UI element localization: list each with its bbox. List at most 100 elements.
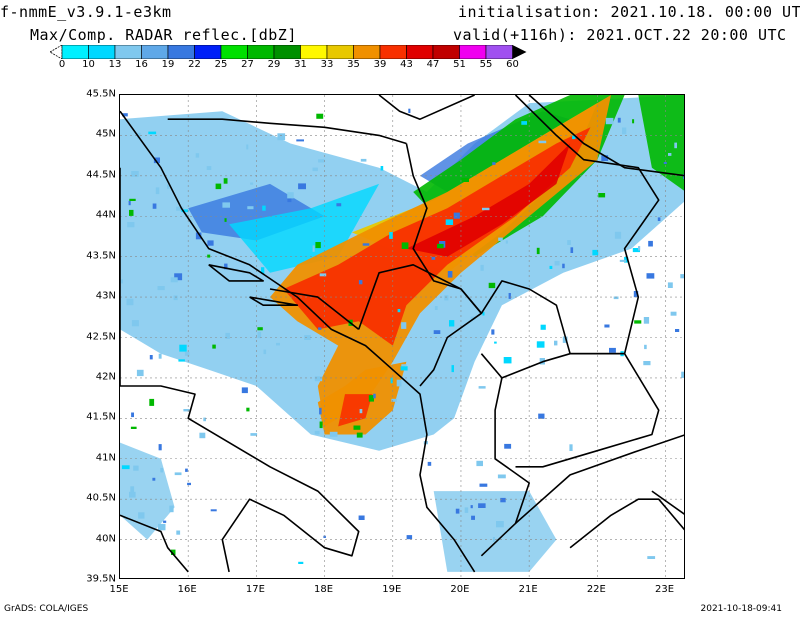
- radar-echo-cell: [176, 530, 181, 535]
- radar-echo-cell: [247, 206, 254, 210]
- radar-echo-cell: [167, 184, 170, 189]
- radar-echo-cell: [257, 331, 262, 339]
- radar-echo-cell: [149, 398, 155, 406]
- colorbar-swatch: [247, 45, 275, 59]
- radar-echo-area: [406, 143, 571, 257]
- radar-echo-cell: [183, 409, 190, 412]
- radar-echo-cell: [187, 482, 191, 486]
- radar-echo-cell: [647, 556, 656, 559]
- radar-echo-cell: [634, 320, 642, 324]
- colorbar-tick-label: 13: [108, 59, 122, 70]
- latitude-label: 45N: [95, 128, 116, 140]
- radar-echo-cell: [554, 340, 558, 346]
- radar-echo-cell: [131, 320, 139, 327]
- radar-echo-cell: [668, 153, 672, 156]
- radar-echo-cell: [646, 273, 655, 279]
- radar-echo-cell: [503, 357, 512, 364]
- radar-echo-cell: [185, 468, 188, 472]
- radar-echo-cell: [319, 421, 323, 429]
- boundary-line: [120, 110, 476, 573]
- radar-echo-cell: [122, 113, 128, 117]
- radar-echo-cell: [319, 273, 327, 277]
- radar-echo-cell: [461, 178, 469, 182]
- radar-echo-cell: [455, 508, 460, 514]
- radar-echo-cell: [657, 217, 661, 221]
- boundary-line: [208, 264, 264, 282]
- radar-echo-cell: [681, 371, 684, 378]
- radar-echo-cell: [633, 291, 639, 298]
- boundary-line: [569, 498, 684, 549]
- radar-echo-cell: [644, 344, 647, 350]
- colorbar-tick-label: 60: [506, 59, 519, 70]
- radar-echo-cell: [207, 240, 214, 246]
- colorbar-high-arrow: [512, 45, 527, 59]
- radar-echo-cell: [619, 259, 626, 262]
- colorbar-swatch: [114, 45, 142, 59]
- radar-echo-cell: [184, 351, 190, 356]
- radar-echo-cell: [127, 222, 135, 228]
- radar-echo-cell: [447, 271, 453, 278]
- radar-echo-cell: [153, 157, 160, 164]
- radar-echo-cell: [504, 443, 512, 449]
- boundary-line: [480, 377, 530, 557]
- radar-echo-cell: [683, 174, 684, 180]
- radar-echo-cell: [263, 349, 267, 355]
- radar-echo-cell: [296, 139, 304, 142]
- latitude-label: 40.5N: [86, 492, 116, 504]
- radar-echo-cell: [298, 561, 304, 564]
- radar-echo-cell: [195, 153, 200, 158]
- radar-echo-cell: [437, 243, 444, 249]
- radar-echo-cell: [155, 187, 160, 195]
- colorbar-tick-label: 29: [267, 59, 281, 70]
- radar-echo-cell: [401, 364, 407, 367]
- radar-echo-cell: [250, 433, 258, 436]
- radar-echo-cell: [572, 135, 576, 140]
- latitude-label: 42.5N: [86, 331, 116, 342]
- radar-echo-cell: [476, 460, 483, 467]
- valid-time: valid(+116h): 2021.OCT.22 20:00 UTC: [453, 26, 787, 44]
- radar-echo-cell: [433, 330, 441, 334]
- colorbar-swatch: [432, 45, 460, 59]
- radar-echo-cell: [169, 505, 174, 513]
- longitude-label: 16E: [177, 584, 197, 595]
- radar-echo-cell: [128, 200, 131, 206]
- colorbar-tick-label: 39: [373, 59, 387, 70]
- boundary-line: [378, 95, 475, 120]
- radar-echo-cell: [152, 477, 156, 481]
- radar-echo-cell: [360, 158, 367, 162]
- radar-echo-cell: [257, 327, 263, 331]
- radar-echo-cell: [206, 166, 212, 170]
- radar-echo-cell: [287, 192, 294, 199]
- radar-echo-cell: [131, 412, 134, 418]
- latitude-label: 41N: [95, 452, 116, 464]
- boundary-line: [651, 490, 684, 515]
- radar-echo-cell: [173, 295, 178, 301]
- radar-echo-cell: [158, 444, 162, 451]
- radar-echo-cell: [179, 344, 187, 352]
- radar-echo-cell: [643, 361, 651, 366]
- radar-echo-cell: [479, 483, 488, 487]
- radar-echo-cell: [170, 277, 178, 283]
- radar-echo-cell: [353, 425, 361, 430]
- radar-echo-cell: [126, 298, 134, 306]
- radar-echo-cell: [181, 209, 189, 213]
- radar-echo-cell: [400, 366, 408, 371]
- longitude-label: 20E: [450, 584, 470, 595]
- radar-echo-cell: [492, 537, 495, 542]
- colorbar-swatch: [88, 45, 116, 59]
- boundary-line: [480, 280, 571, 379]
- radar-echo-cell: [549, 265, 553, 269]
- colorbar-tick-label: 33: [320, 59, 334, 70]
- radar-echo-cell: [570, 247, 574, 253]
- radar-echo-cell: [391, 398, 397, 402]
- latitude-label: 39.5N: [86, 573, 116, 585]
- colorbar-tick-label: 19: [161, 59, 175, 70]
- radar-echo-cell: [312, 245, 315, 252]
- latitude-label: 43N: [95, 290, 116, 302]
- radar-echo-cell: [262, 205, 266, 211]
- colorbar-swatch: [220, 45, 248, 59]
- colorbar-tick-label: 10: [82, 59, 95, 70]
- colorbar: [50, 45, 527, 59]
- latitude-label: 42N: [95, 371, 116, 383]
- colorbar-tick-label: 22: [188, 59, 201, 70]
